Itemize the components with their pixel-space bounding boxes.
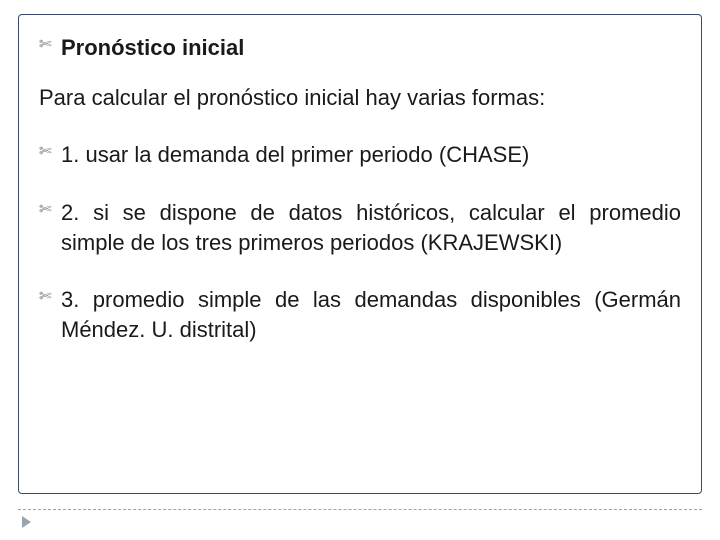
slide-content-box: ✄ Pronóstico inicial Para calcular el pr… — [18, 14, 702, 494]
footer-dashed-line — [18, 509, 702, 510]
play-icon — [22, 516, 31, 528]
list-item: ✄ 2. si se dispone de datos históricos, … — [39, 198, 681, 257]
scissors-icon: ✄ — [39, 33, 61, 54]
scissors-icon: ✄ — [39, 140, 61, 161]
list-item-text: 1. usar la demanda del primer periodo (C… — [61, 140, 681, 170]
list-item: ✄ 1. usar la demanda del primer periodo … — [39, 140, 681, 170]
scissors-icon: ✄ — [39, 198, 61, 219]
heading-row: ✄ Pronóstico inicial — [39, 33, 681, 63]
list-item-text: 2. si se dispone de datos históricos, ca… — [61, 198, 681, 257]
scissors-icon: ✄ — [39, 285, 61, 306]
list-item: ✄ 3. promedio simple de las demandas dis… — [39, 285, 681, 344]
intro-paragraph: Para calcular el pronóstico inicial hay … — [39, 83, 681, 113]
heading-text: Pronóstico inicial — [61, 33, 681, 63]
list-item-text: 3. promedio simple de las demandas dispo… — [61, 285, 681, 344]
